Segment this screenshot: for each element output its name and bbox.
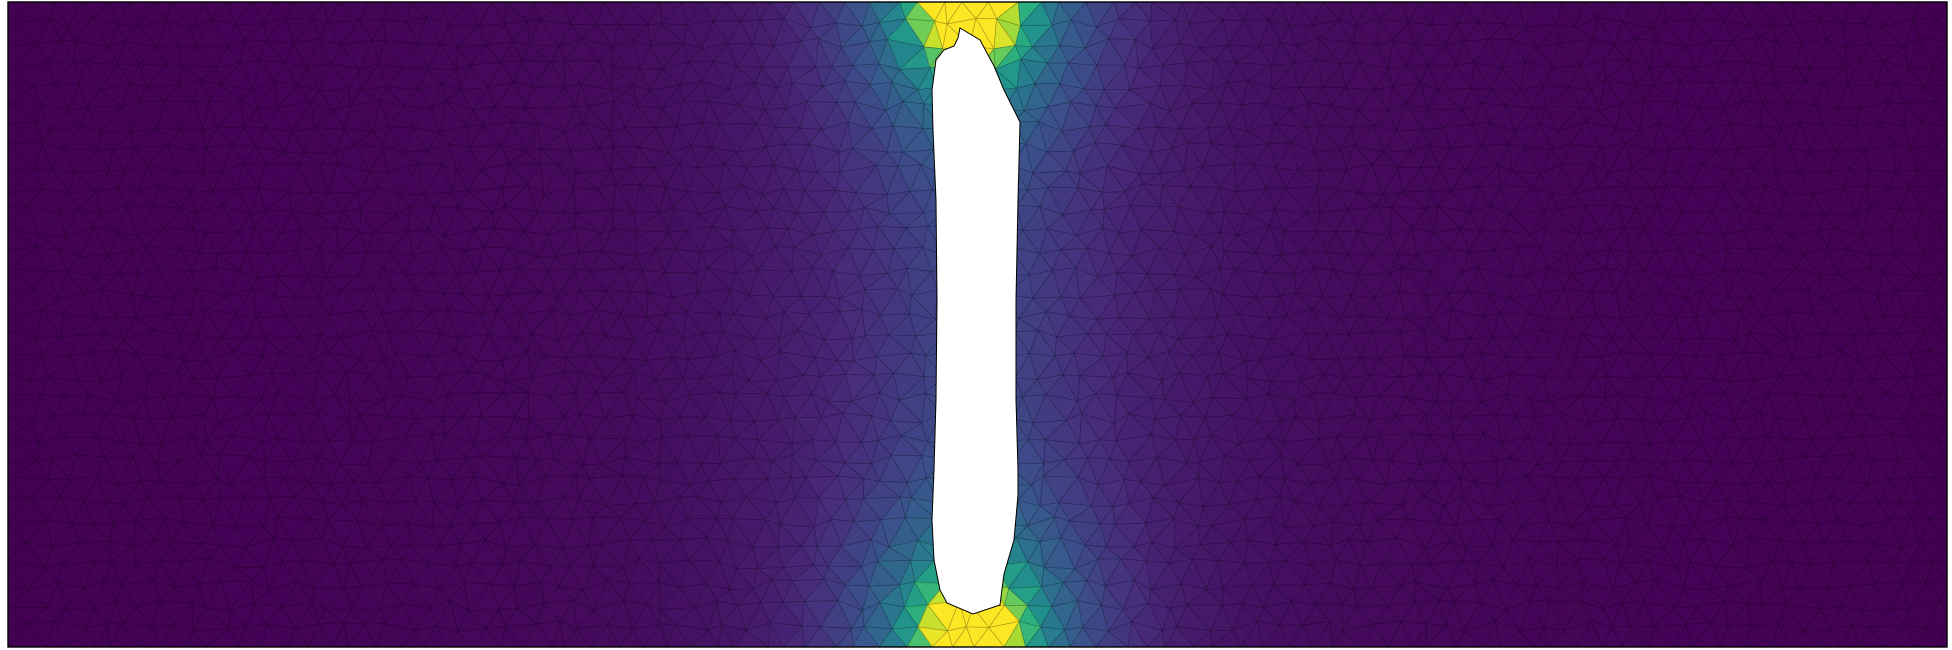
field-layer — [8, 2, 1947, 647]
